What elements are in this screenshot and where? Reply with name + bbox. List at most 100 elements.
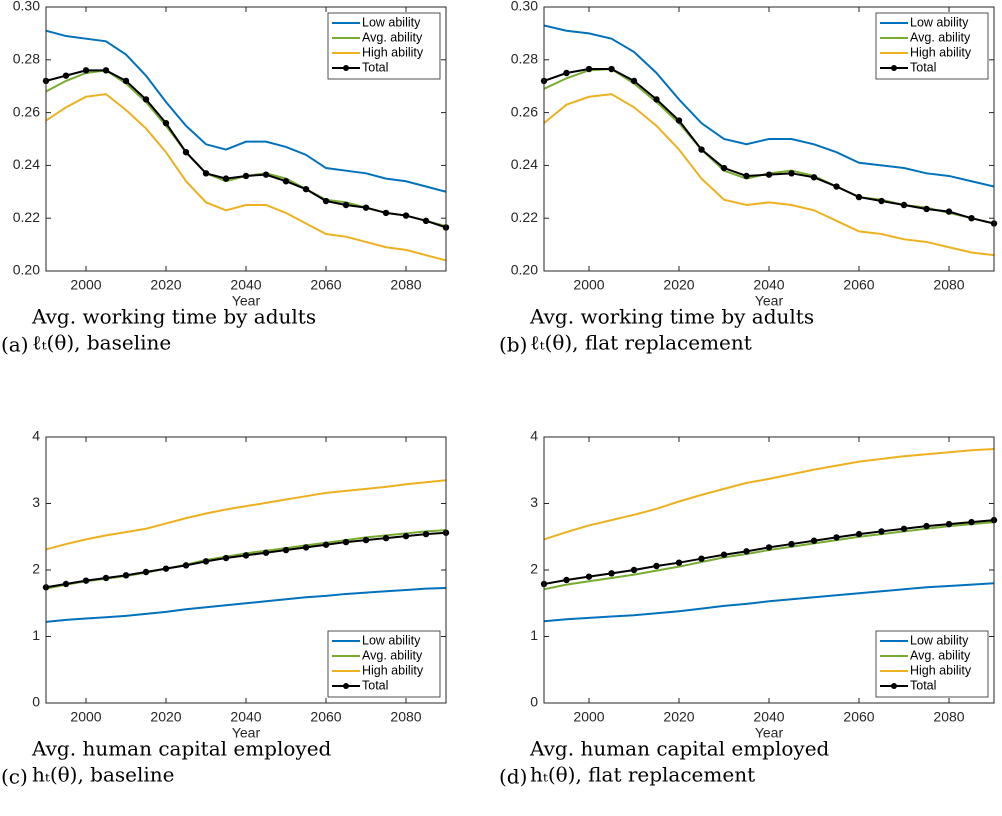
data-point xyxy=(878,197,885,205)
y-tick-label: 0.22 xyxy=(511,209,538,225)
legend-marker xyxy=(343,683,349,689)
legend-label: Low ability xyxy=(362,15,421,29)
axes-box xyxy=(543,436,995,704)
x-tick-label: 2040 xyxy=(230,709,261,725)
data-point xyxy=(222,175,230,182)
legend-label: Total xyxy=(910,60,936,74)
legend-marker xyxy=(891,65,897,71)
y-tick-label: 0.22 xyxy=(13,209,40,225)
x-axis-label: Year xyxy=(755,293,784,309)
data-point xyxy=(630,566,638,574)
x-tick-label: 2000 xyxy=(573,709,604,725)
chart-panel: 2000 2020 2040 2060 2080 0.20 0.22 0.24 0.26 0.28… xyxy=(499,0,998,357)
data-point xyxy=(563,69,570,77)
x-tick-label: 2020 xyxy=(150,709,181,725)
data-point xyxy=(82,577,90,584)
legend-label: Avg. ability xyxy=(910,30,971,44)
caption-line: Avg. working time by adults xyxy=(31,305,316,329)
y-tick-label: 0.20 xyxy=(511,262,538,278)
data-point xyxy=(182,562,190,569)
data-point xyxy=(122,572,130,579)
data-point xyxy=(242,172,250,180)
data-point xyxy=(162,119,170,127)
x-axis-label: Year xyxy=(232,725,261,741)
data-point xyxy=(608,65,615,73)
data-point xyxy=(788,170,795,177)
data-point xyxy=(945,520,953,528)
series-line xyxy=(46,29,446,193)
data-point xyxy=(833,183,840,190)
data-point xyxy=(102,67,110,74)
y-tick-label: 0.20 xyxy=(13,262,40,278)
y-tick-label: 4 xyxy=(32,428,40,444)
data-point xyxy=(968,215,975,222)
data-point xyxy=(202,558,210,565)
data-point xyxy=(62,72,70,79)
caption-label: (a) xyxy=(1,333,29,357)
data-point xyxy=(810,537,818,544)
data-point xyxy=(743,548,750,555)
y-tick-label: 0.28 xyxy=(13,51,40,67)
data-point xyxy=(833,534,840,541)
y-tick-label: 3 xyxy=(32,494,40,510)
data-point xyxy=(342,538,350,546)
y-tick-label: 4 xyxy=(530,428,538,444)
caption-line: Avg. working time by adults xyxy=(529,305,814,329)
y-tick-label: 0.24 xyxy=(511,156,538,172)
data-point xyxy=(900,201,908,209)
data-point xyxy=(262,549,270,556)
legend-label: Low ability xyxy=(910,15,969,29)
data-point xyxy=(945,208,953,215)
legend-label: High ability xyxy=(910,45,972,59)
data-point xyxy=(262,171,270,178)
data-point xyxy=(630,77,638,85)
caption-line: hₜ(θ), baseline xyxy=(32,763,175,787)
legend-label: Total xyxy=(910,678,936,692)
y-tick-label: 2 xyxy=(32,561,40,577)
caption-label: (c) xyxy=(1,765,28,789)
data-point xyxy=(302,544,310,551)
legend-label: Avg. ability xyxy=(910,648,971,662)
data-point xyxy=(720,164,728,172)
legend-label: Total xyxy=(362,60,388,74)
data-point xyxy=(142,96,150,103)
data-point xyxy=(222,554,230,562)
x-tick-label: 2000 xyxy=(573,277,604,293)
data-point xyxy=(342,201,350,209)
y-tick-label: 0.28 xyxy=(511,51,538,67)
data-point xyxy=(402,212,410,219)
series-line xyxy=(544,24,994,188)
x-tick-label: 2040 xyxy=(753,277,784,293)
data-point xyxy=(765,544,773,551)
legend-label: Avg. ability xyxy=(362,648,423,662)
legend-marker xyxy=(891,683,897,689)
caption-line: ℓₜ(θ), baseline xyxy=(32,331,171,355)
legend-label: High ability xyxy=(362,663,424,677)
y-tick-label: 0.24 xyxy=(13,156,40,172)
data-point xyxy=(765,171,773,178)
series-line xyxy=(46,479,446,551)
data-point xyxy=(675,559,683,566)
data-point xyxy=(720,551,728,558)
data-point xyxy=(162,565,170,572)
data-point xyxy=(585,573,593,580)
x-tick-label: 2080 xyxy=(933,277,964,293)
x-tick-label: 2000 xyxy=(70,709,101,725)
data-point xyxy=(563,576,570,584)
x-tick-label: 2060 xyxy=(310,709,341,725)
x-axis-label: Year xyxy=(232,293,261,309)
caption-line: Avg. human capital employed xyxy=(529,737,830,761)
caption-label: (b) xyxy=(499,333,527,357)
x-tick-label: 2040 xyxy=(230,277,261,293)
data-point xyxy=(362,536,370,544)
x-tick-label: 2020 xyxy=(663,277,694,293)
caption-label: (d) xyxy=(499,765,527,789)
axes-box xyxy=(543,6,995,272)
axes-box xyxy=(45,436,447,704)
data-point xyxy=(923,205,930,213)
data-point xyxy=(382,534,390,542)
data-point xyxy=(968,518,975,526)
data-point xyxy=(855,530,863,538)
